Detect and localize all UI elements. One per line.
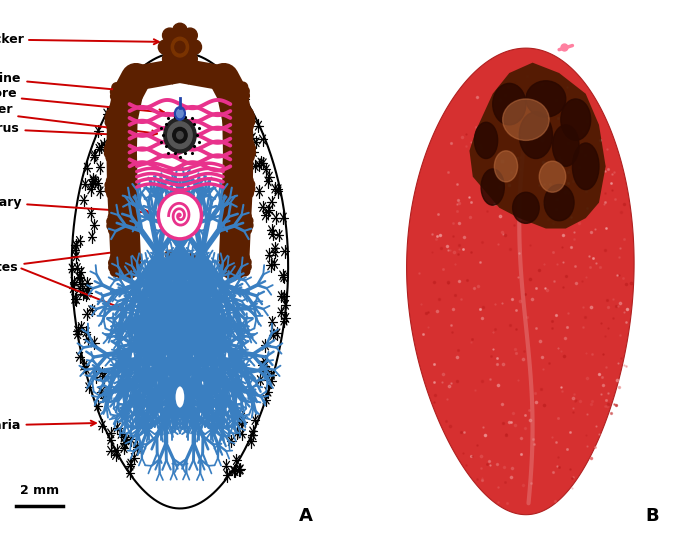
Ellipse shape (176, 109, 183, 118)
Ellipse shape (164, 118, 196, 153)
Ellipse shape (158, 40, 173, 55)
Ellipse shape (493, 83, 526, 125)
Ellipse shape (552, 125, 579, 166)
Text: Uterus: Uterus (0, 123, 125, 137)
Text: Testes: Testes (0, 248, 132, 274)
Ellipse shape (183, 28, 197, 43)
Text: Ovary: Ovary (0, 196, 149, 215)
Text: Intestine: Intestine (0, 72, 128, 93)
Ellipse shape (172, 37, 188, 57)
Polygon shape (469, 63, 606, 228)
Ellipse shape (494, 151, 518, 182)
Ellipse shape (163, 28, 177, 43)
Ellipse shape (176, 132, 183, 139)
Text: B: B (646, 507, 659, 525)
Text: A: A (299, 507, 313, 525)
Ellipse shape (526, 81, 566, 117)
Ellipse shape (174, 107, 185, 120)
Ellipse shape (561, 99, 591, 140)
Ellipse shape (167, 32, 193, 62)
Ellipse shape (187, 40, 201, 55)
Ellipse shape (544, 185, 574, 221)
Text: 2 mm: 2 mm (20, 484, 59, 497)
Ellipse shape (519, 112, 552, 159)
Ellipse shape (572, 143, 599, 190)
Ellipse shape (173, 23, 187, 38)
Text: Ventral sucker: Ventral sucker (0, 103, 157, 136)
Text: Genital pore: Genital pore (0, 87, 164, 114)
Text: Oral sucker: Oral sucker (0, 33, 158, 46)
Ellipse shape (174, 386, 185, 409)
Ellipse shape (513, 192, 539, 224)
Text: Vitellaria: Vitellaria (0, 419, 95, 432)
Ellipse shape (502, 99, 549, 140)
Ellipse shape (175, 42, 185, 53)
Ellipse shape (481, 169, 504, 205)
Ellipse shape (163, 51, 177, 66)
Ellipse shape (158, 192, 201, 239)
Ellipse shape (539, 161, 566, 192)
Polygon shape (407, 48, 634, 515)
Ellipse shape (173, 56, 187, 71)
Ellipse shape (475, 122, 498, 159)
Ellipse shape (167, 122, 192, 148)
Ellipse shape (183, 51, 197, 66)
Ellipse shape (173, 127, 187, 143)
